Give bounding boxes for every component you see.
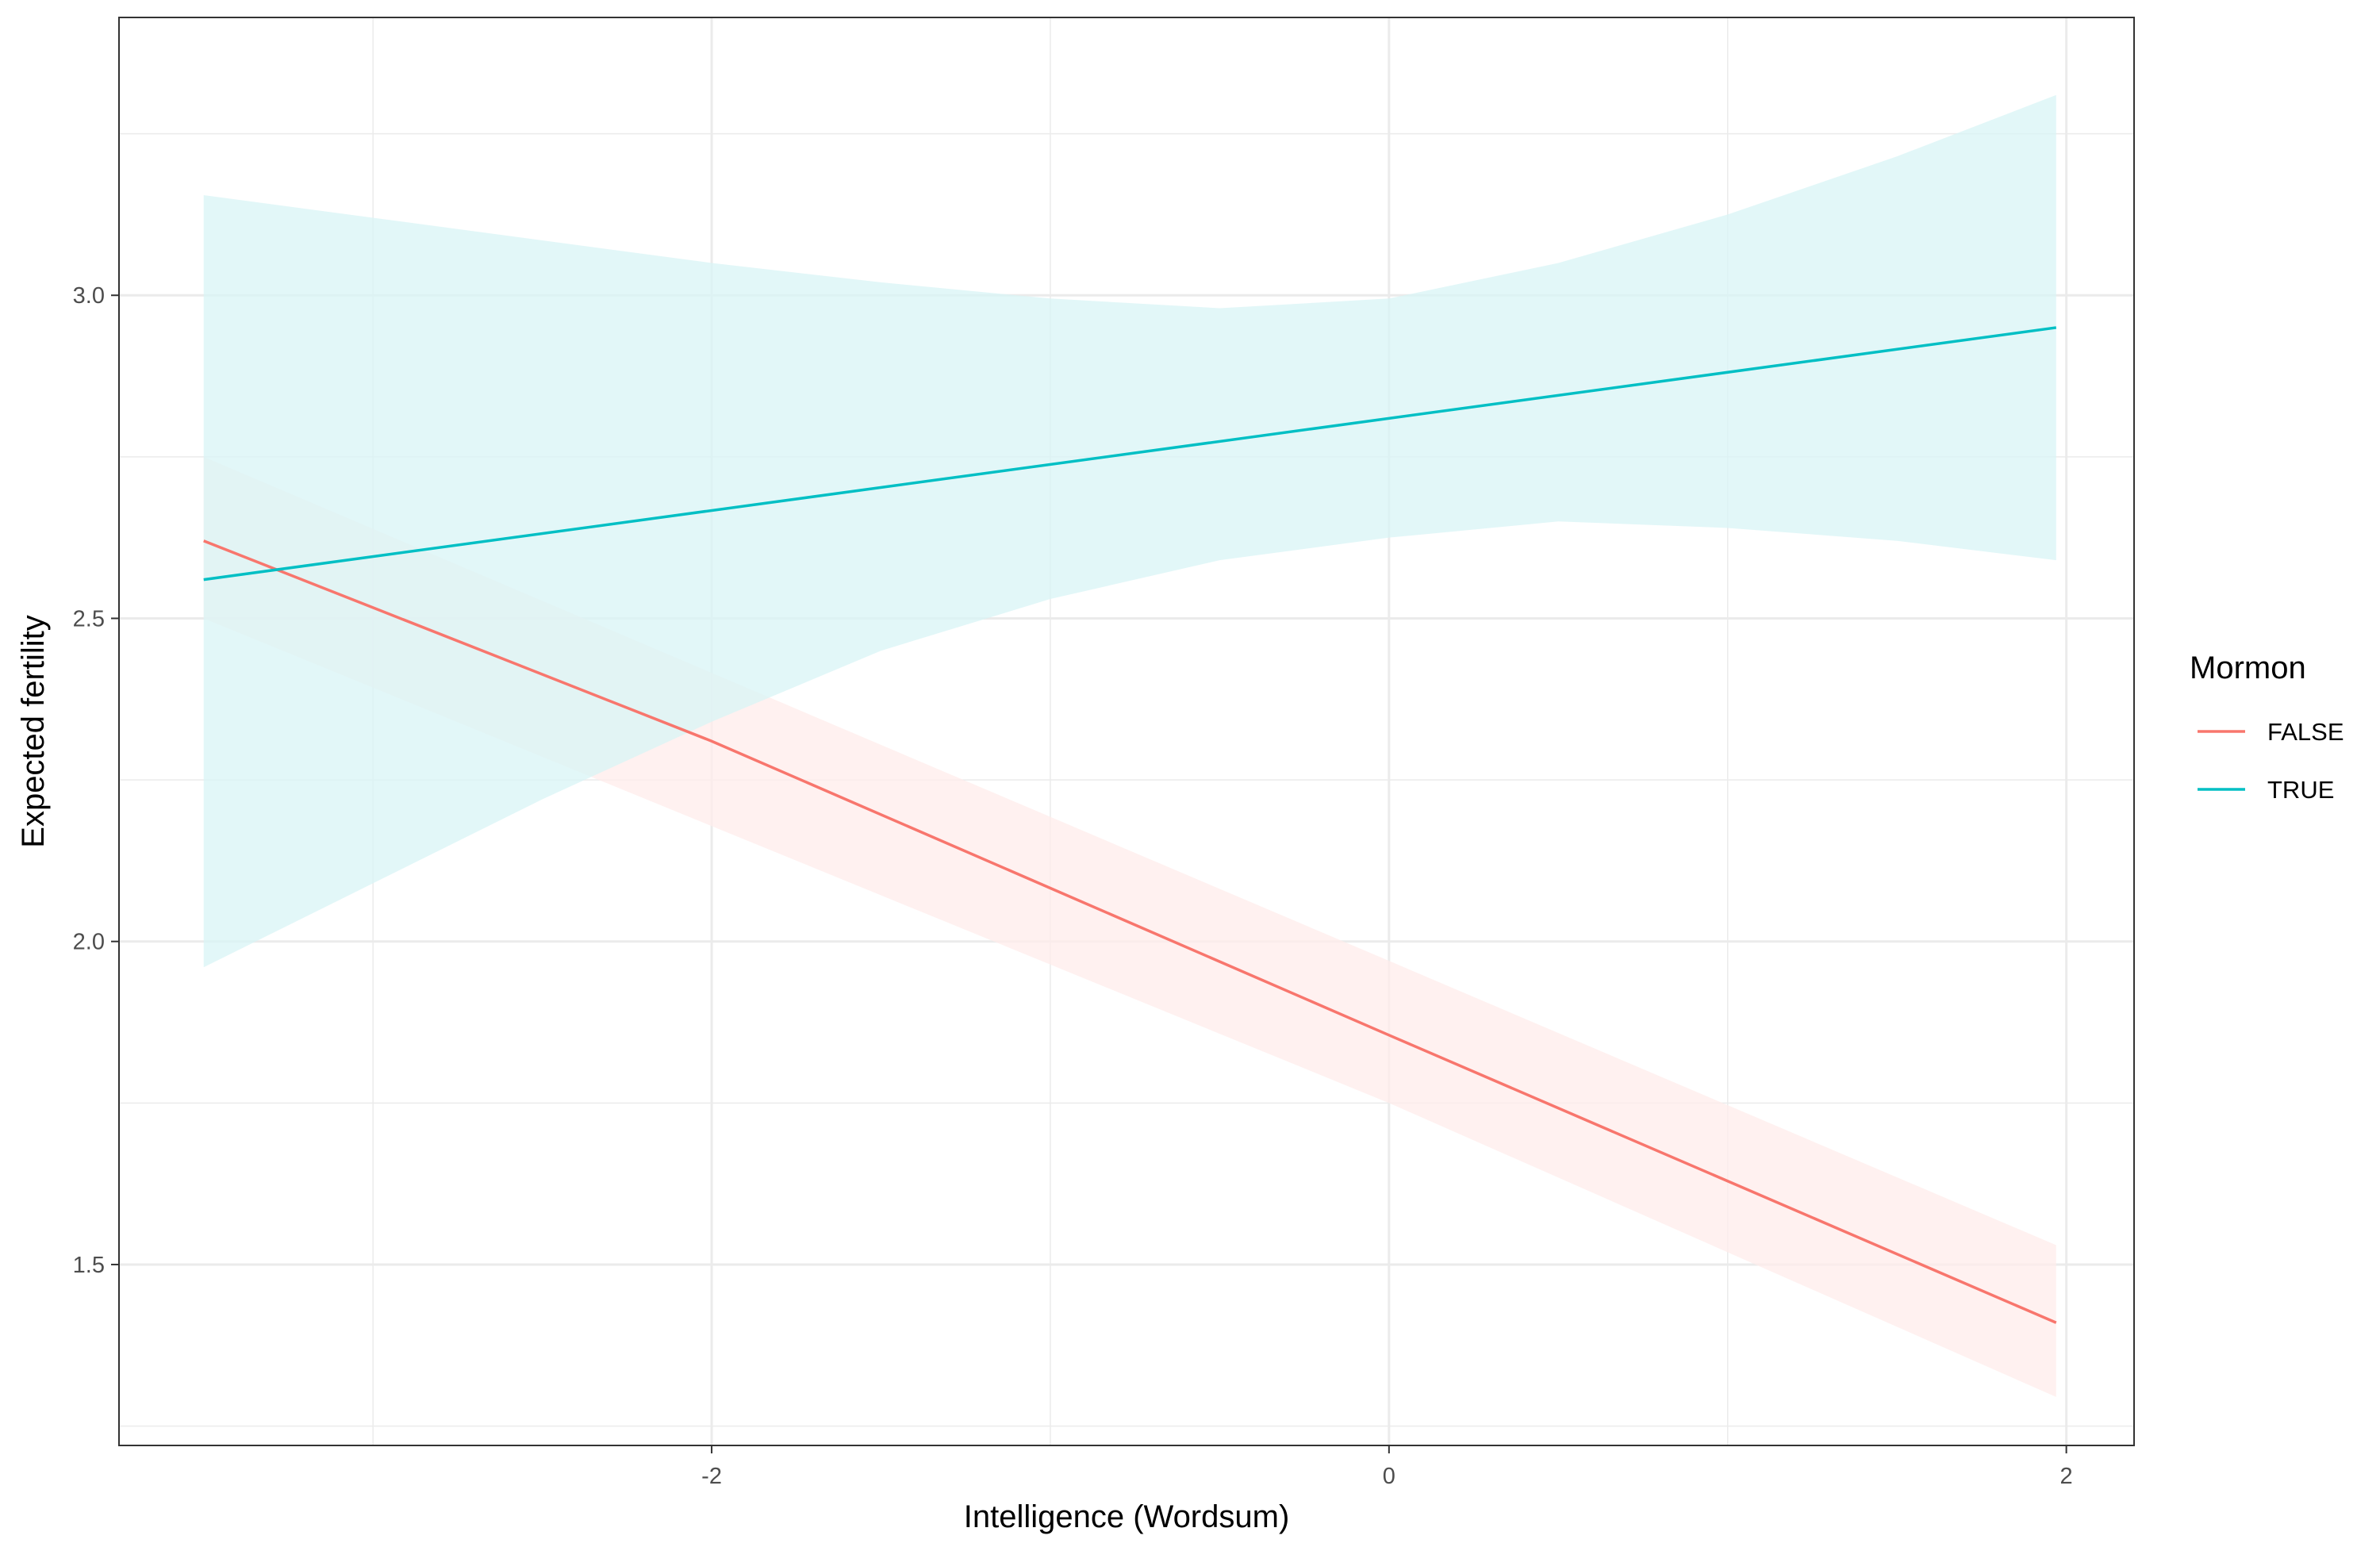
x-axis: -2 0 2 [701,1445,2073,1489]
y-tick-label: 3.0 [73,283,105,309]
x-axis-title: Intelligence (Wordsum) [964,1499,1290,1534]
legend: Mormon FALSE TRUE [2190,651,2344,804]
y-axis-title: Expected fertility [16,615,51,847]
y-tick-label: 2.0 [73,930,105,955]
confidence-ribbons [203,94,2056,1397]
legend-label-false: FALSE [2267,718,2344,746]
x-tick-label: -2 [701,1464,722,1489]
series-line-false [203,539,2057,1324]
ribbon-true [203,94,2056,968]
legend-title: Mormon [2190,651,2306,685]
series-line-true [203,326,2057,582]
y-axis: 1.5 2.0 2.5 3.0 [73,283,119,1278]
y-tick-label: 2.5 [73,606,105,631]
x-tick-label: 0 [1383,1464,1395,1489]
series-lines [203,326,2057,1324]
y-tick-label: 1.5 [73,1253,105,1278]
x-tick-label: 2 [2060,1464,2073,1489]
panel-border [118,17,2135,1446]
legend-label-true: TRUE [2267,776,2334,804]
